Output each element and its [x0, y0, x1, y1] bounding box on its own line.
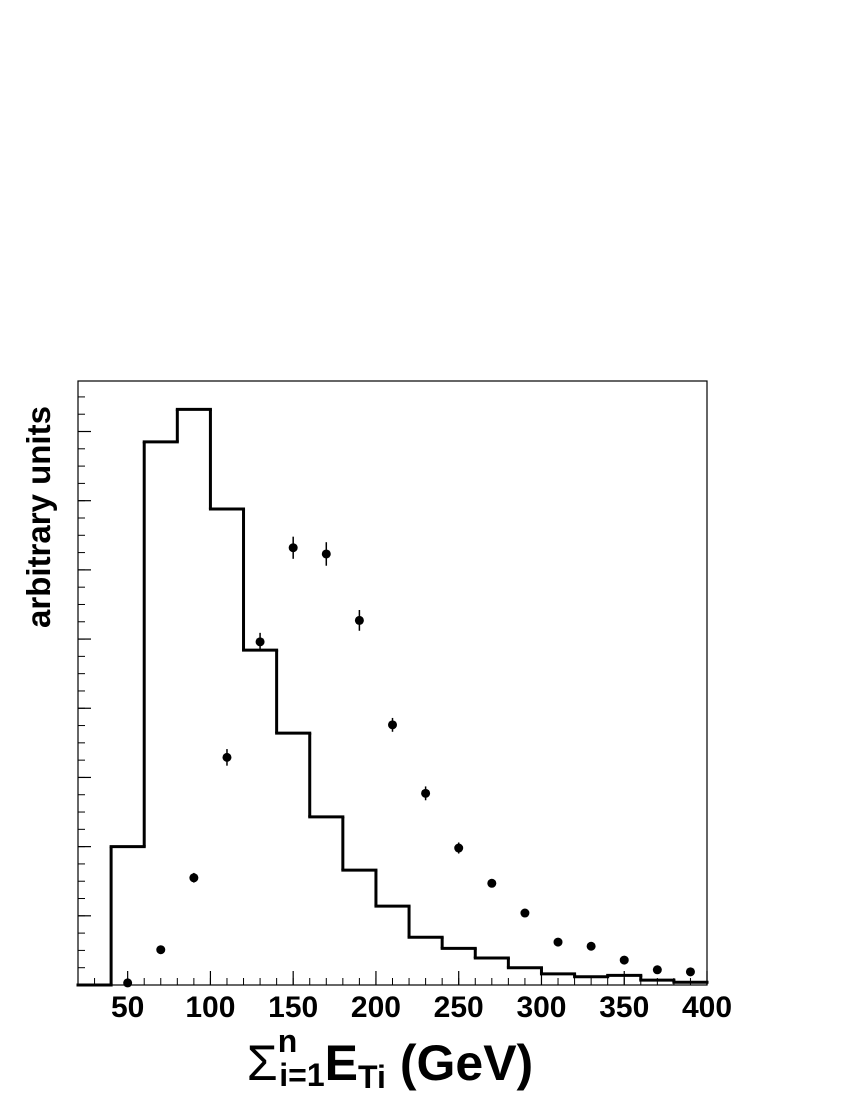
data-point — [487, 878, 497, 888]
data-point — [123, 978, 133, 988]
data-point — [189, 873, 199, 883]
data-point — [156, 945, 166, 955]
x-label-sup: n — [278, 1023, 298, 1059]
data-point — [388, 720, 397, 730]
x-tick-label: 350 — [599, 991, 649, 1024]
data-point — [454, 843, 464, 853]
x-label-main-sub: Ti — [358, 1059, 386, 1095]
x-tick-label: 150 — [268, 991, 318, 1024]
x-tick-label: 400 — [682, 991, 732, 1024]
x-tick-label: 250 — [434, 991, 484, 1024]
x-label-symbol: Σ — [247, 1035, 278, 1091]
x-tick-label: 200 — [351, 991, 401, 1024]
data-point — [520, 908, 530, 918]
x-label-main: E — [325, 1035, 358, 1091]
x-tick-label: 300 — [516, 991, 566, 1024]
data-point — [321, 549, 331, 559]
data-point — [222, 752, 232, 762]
data-point — [586, 941, 596, 951]
plot-frame — [77, 380, 708, 986]
data-point — [652, 965, 662, 975]
x-label-unit: (GeV) — [400, 1035, 533, 1091]
data-point — [619, 955, 629, 965]
data-point — [421, 788, 431, 798]
x-tick-label: 50 — [111, 991, 144, 1024]
x-tick-label: 100 — [185, 991, 235, 1024]
data-point — [685, 967, 695, 977]
data-point — [553, 937, 563, 947]
data-point — [288, 543, 298, 553]
x-axis-label: Σn i=1ETi (GeV) — [247, 1023, 533, 1095]
data-point — [354, 615, 364, 625]
data-point — [255, 637, 265, 647]
x-label-sub: i=1 — [279, 1057, 324, 1093]
y-axis-label: arbitrary units — [20, 406, 57, 628]
